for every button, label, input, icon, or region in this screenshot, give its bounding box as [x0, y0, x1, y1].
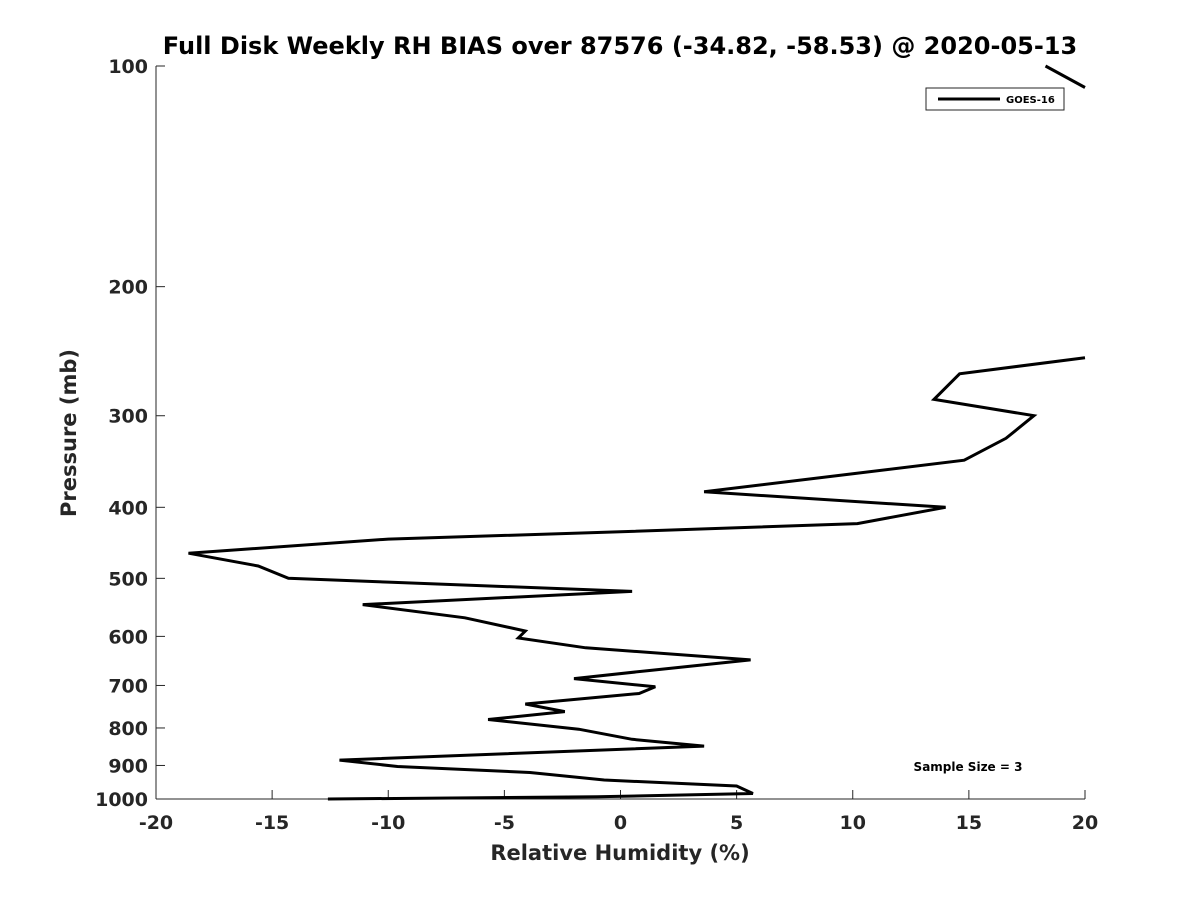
x-tick-label: -20 [139, 812, 173, 834]
series-line-goes-16-segment-2 [188, 356, 1086, 801]
y-tick-label: 300 [108, 406, 148, 428]
chart-title: Full Disk Weekly RH BIAS over 87576 (-34… [163, 32, 1077, 60]
x-tick-label: 15 [956, 812, 982, 834]
y-tick-label: 900 [108, 755, 148, 777]
y-tick-label: 700 [108, 675, 148, 697]
y-tick-label: 600 [108, 626, 148, 648]
y-tick-label: 200 [108, 277, 148, 299]
y-tick-label: 500 [108, 568, 148, 590]
x-tick-label: 5 [730, 812, 743, 834]
legend: GOES-16 [925, 87, 1065, 111]
x-tick-label: -10 [371, 812, 405, 834]
y-tick-label: 400 [108, 497, 148, 519]
x-tick-label: -15 [255, 812, 289, 834]
legend-label-goes-16: GOES-16 [1006, 95, 1055, 106]
sample-size-annotation: Sample Size = 3 [914, 760, 1023, 774]
x-tick-label: 20 [1072, 812, 1098, 834]
y-tick-label: 100 [108, 56, 148, 78]
series-layer [188, 64, 1086, 801]
x-axis-label: Relative Humidity (%) [490, 841, 749, 865]
x-tick-label: 10 [840, 812, 866, 834]
y-tick-label: 1000 [95, 789, 148, 811]
plot-area: -20 -15 -10 -5 0 5 10 15 20 100 200 300 400 500 600 70… [95, 56, 1098, 834]
x-tick-label: -5 [494, 812, 515, 834]
y-ticks: 100 200 300 400 500 600 700 800 900 1000 [95, 56, 165, 811]
series-line-goes-16-segment-1 [1044, 64, 1086, 89]
x-ticks: -20 -15 -10 -5 0 5 10 15 20 [139, 790, 1098, 834]
x-tick-label: 0 [614, 812, 627, 834]
y-tick-label: 800 [108, 718, 148, 740]
y-axis-label: Pressure (mb) [57, 349, 81, 517]
